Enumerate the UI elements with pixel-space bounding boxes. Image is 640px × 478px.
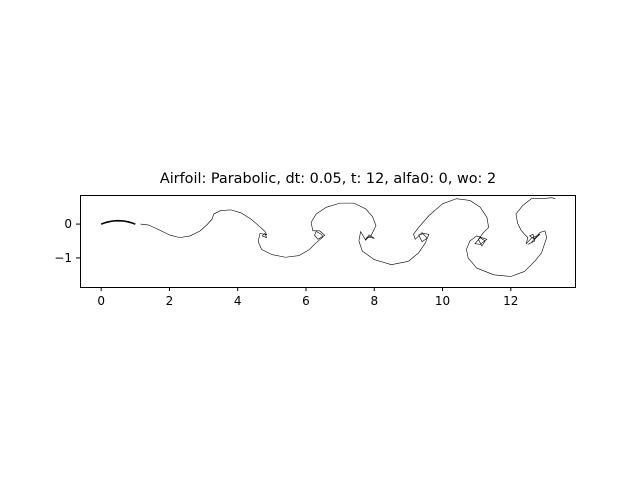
chart-title: Airfoil: Parabolic, dt: 0.05, t: 12, alf… [159,171,497,187]
y-axis: 0 −1 [54,217,80,265]
y-tick-label: 0 [64,217,72,231]
series-line-wake-trajectory [140,197,556,277]
x-tick-label: 6 [302,294,310,308]
series-layer [100,197,556,277]
x-tick-label: 4 [234,294,242,308]
x-tick-label: 0 [97,294,105,308]
x-tick-label: 10 [435,294,450,308]
x-tick-label: 8 [370,294,378,308]
axes-frame [80,195,576,288]
x-tick-label: 2 [166,294,174,308]
series-line-airfoil-profile [100,219,136,225]
y-tick-label: −1 [54,251,72,265]
x-axis: 0 2 4 6 8 10 12 [97,287,518,308]
x-tick-label: 12 [503,294,518,308]
